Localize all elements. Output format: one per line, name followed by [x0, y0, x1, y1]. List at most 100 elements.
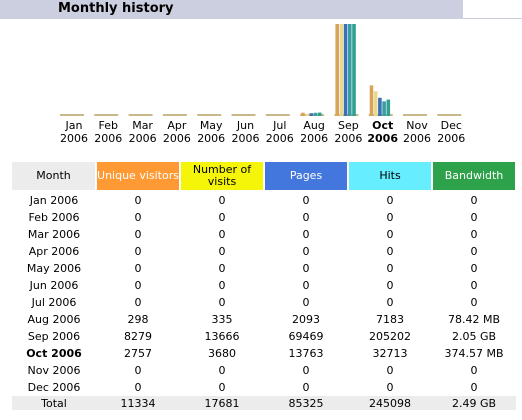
cell-unique: 2757: [124, 347, 152, 360]
monthly-stats-table: Month Unique visitors Number of visits P…: [12, 162, 517, 410]
chart-month-label: Nov: [406, 119, 428, 132]
column-header-bandwidth: Bandwidth: [432, 162, 517, 190]
cell-pages: 0: [302, 296, 310, 309]
chart-year-label: 2006: [266, 132, 294, 145]
chart-baseline-marker: [231, 114, 256, 116]
total-hits: 245098: [348, 396, 432, 410]
chart-month-label: Mar: [132, 119, 153, 132]
cell-pages: 0: [302, 279, 310, 292]
chart-baseline-marker: [197, 114, 222, 116]
cell-bandwidth: 78.42 MB: [447, 313, 501, 326]
cell-visits: 3680: [208, 347, 236, 360]
cell-hits: 0: [386, 228, 394, 241]
chart-bar: [305, 113, 309, 116]
cell-month: Oct 2006: [26, 347, 82, 360]
cell-unique: 0: [134, 194, 142, 207]
chart-bar: [386, 99, 391, 116]
chart-month-label: Jan: [65, 119, 83, 132]
column-header-pages: Pages: [264, 162, 349, 190]
table-row: Jan 2006 0 0 0 0 0: [12, 192, 516, 209]
cell-pages: 0: [302, 245, 310, 258]
cell-unique: 0: [134, 228, 142, 241]
cell-month: Dec 2006: [27, 381, 81, 394]
total-visits: 17681: [180, 396, 264, 410]
table-row: Aug 2006 298 335 2093 7183 78.42 MB: [12, 311, 516, 328]
cell-unique: 298: [127, 313, 149, 326]
cell-month: May 2006: [26, 262, 82, 275]
chart-bar: [317, 112, 322, 116]
cell-month: Aug 2006: [27, 313, 81, 326]
cell-visits: 0: [218, 262, 226, 275]
cell-unique: 0: [134, 279, 142, 292]
cell-hits: 7183: [376, 313, 404, 326]
cell-hits: 0: [386, 194, 394, 207]
title-bar: Monthly history: [0, 0, 463, 18]
chart-baseline-marker: [265, 114, 290, 116]
table-row: May 2006 0 0 0 0 0: [12, 260, 516, 277]
cell-visits: 0: [218, 279, 226, 292]
chart-month-label: Apr: [167, 119, 187, 132]
chart-baseline-marker: [60, 114, 84, 116]
table-row: Jun 2006 0 0 0 0 0: [12, 277, 516, 294]
cell-unique: 0: [134, 296, 142, 309]
cell-unique: 0: [134, 211, 142, 224]
cell-bandwidth: 0: [470, 245, 478, 258]
cell-visits: 0: [218, 194, 226, 207]
column-header-unique-visitors: Unique visitors: [96, 162, 181, 190]
chart-bar: [339, 24, 344, 116]
cell-month: Jul 2006: [31, 296, 77, 309]
cell-bandwidth: 0: [470, 228, 478, 241]
cell-month: Mar 2006: [27, 228, 81, 241]
table-row: Apr 2006 0 0 0 0 0: [12, 243, 516, 260]
cell-hits: 0: [386, 279, 394, 292]
cell-hits: 0: [386, 262, 394, 275]
chart-month-label: Oct: [372, 119, 393, 132]
cell-bandwidth: 0: [470, 381, 478, 394]
cell-bandwidth: 2.05 GB: [451, 330, 497, 343]
chart-year-label: 2006: [197, 132, 225, 145]
cell-hits: 32713: [372, 347, 408, 360]
chart-bar: [301, 112, 305, 116]
chart-year-label: 2006: [94, 132, 122, 145]
cell-pages: 13763: [288, 347, 324, 360]
cell-unique: 0: [134, 245, 142, 258]
chart-baseline-marker: [128, 114, 153, 116]
chart-year-label: 2006: [437, 132, 465, 145]
chart-year-label: 2006: [163, 132, 191, 145]
chart-baseline-marker: [162, 114, 187, 116]
cell-pages: 2093: [292, 313, 320, 326]
cell-pages: 0: [302, 228, 310, 241]
column-header-visits: Number of visits: [180, 162, 265, 190]
chart-month-label: Feb: [99, 119, 118, 132]
cell-month: Jun 2006: [29, 279, 79, 292]
table-row: Dec 2006 0 0 0 0 0: [12, 379, 516, 396]
cell-visits: 0: [218, 211, 226, 224]
chart-year-label: 2006: [334, 132, 362, 145]
cell-unique: 0: [134, 381, 142, 394]
chart-bar: [335, 24, 339, 116]
table-row: Nov 2006 0 0 0 0 0: [12, 362, 516, 379]
cell-hits: 0: [386, 364, 394, 377]
page-title: Monthly history: [58, 1, 174, 16]
cell-month: Apr 2006: [28, 245, 80, 258]
chart-bar: [378, 97, 382, 116]
cell-month: Jan 2006: [29, 194, 79, 207]
total-pages: 85325: [264, 396, 348, 410]
table-row: Sep 2006 8279 13666 69469 205202 2.05 GB: [12, 328, 516, 345]
total-row: Total 11334 17681 85325 245098 2.49 GB: [12, 396, 516, 410]
cell-hits: 205202: [369, 330, 411, 343]
title-divider: [0, 18, 522, 19]
chart-bar: [309, 113, 314, 116]
cell-pages: 0: [302, 364, 310, 377]
cell-bandwidth: 0: [470, 262, 478, 275]
column-header-month: Month: [12, 162, 97, 190]
cell-pages: 69469: [288, 330, 324, 343]
column-header-hits: Hits: [348, 162, 433, 190]
chart-year-label: 2006: [403, 132, 431, 145]
cell-unique: 8279: [124, 330, 152, 343]
cell-hits: 0: [386, 211, 394, 224]
cell-visits: 13666: [204, 330, 240, 343]
chart-year-label: 2006: [367, 132, 398, 145]
cell-visits: 0: [218, 381, 226, 394]
chart-bar: [373, 91, 378, 116]
